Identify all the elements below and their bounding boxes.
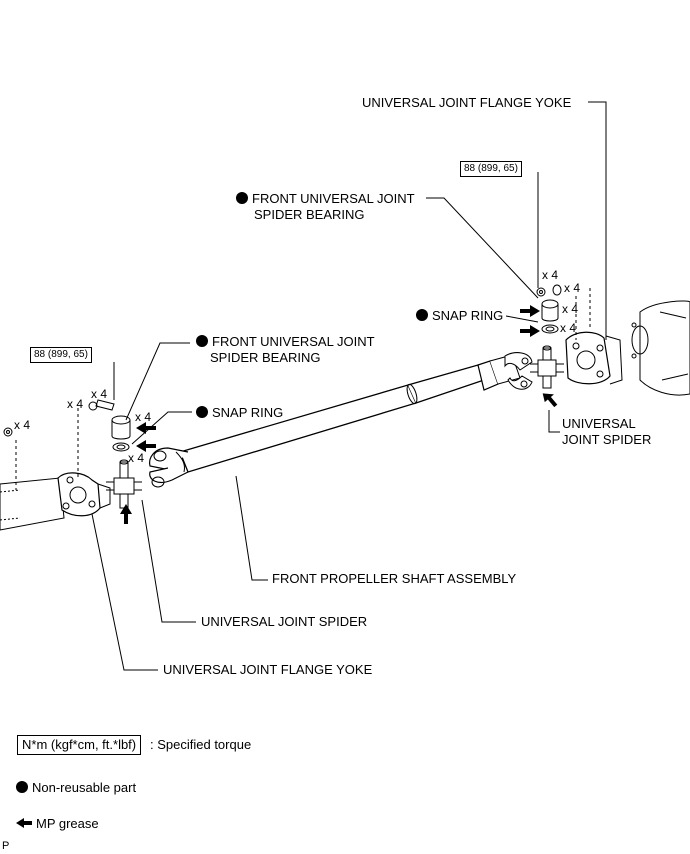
propeller-shaft [149,352,533,488]
qty-label: x 4 [128,451,145,465]
non-reusable-dot-icon [196,335,208,347]
label-bearing-right: FRONT UNIVERSAL JOINT [236,191,415,207]
corner-mark: P [2,840,10,852]
non-reusable-dot-icon [416,309,428,321]
torque-spec-box-left: 88 (899, 65) [30,347,92,363]
qty-label: x 4 [564,281,581,295]
label-snap-ring-right: SNAP RING [416,308,503,324]
legend-torque-desc: : Specified torque [150,737,252,752]
label-spider-left: UNIVERSAL JOINT SPIDER [201,614,368,629]
left-flange-yoke-art [0,399,142,531]
label-bearing-right-line2: SPIDER BEARING [254,207,365,222]
qty-label: x 4 [91,387,108,401]
qty-label: x 4 [67,397,84,411]
non-reusable-dot-icon [196,406,208,418]
qty-label: x 4 [542,268,559,282]
legend-grease: MP grease [36,816,99,831]
qty-label: x 4 [135,410,152,424]
label-bearing-left-line2: SPIDER BEARING [210,350,321,365]
leader-lines [91,101,607,671]
qty-label: x 4 [560,321,577,335]
label-flange-yoke-left: UNIVERSAL JOINT FLANGE YOKE [163,662,373,677]
qty-label: x 4 [562,302,579,316]
legend-torque-box: N*m (kgf*cm, ft.*lbf) [17,735,142,755]
torque-spec-box-right: 88 (899, 65) [460,161,522,177]
label-flange-yoke-right: UNIVERSAL JOINT FLANGE YOKE [362,95,572,110]
right-flange-yoke-art [530,284,690,396]
non-reusable-dot-icon [16,781,28,793]
label-spider-right-line1: UNIVERSAL [562,416,636,431]
qty-label: x 4 [14,418,31,432]
label-spider-right-line2: JOINT SPIDER [562,432,652,447]
non-reusable-dot-icon [236,192,248,204]
label-bearing-left: FRONT UNIVERSAL JOINT [196,334,375,350]
label-shaft-assembly: FRONT PROPELLER SHAFT ASSEMBLY [272,571,517,586]
alignment-lines [15,288,591,490]
legend-non-reusable: Non-reusable part [16,780,136,796]
label-snap-ring-left: SNAP RING [196,405,283,421]
grease-arrows [16,305,558,828]
